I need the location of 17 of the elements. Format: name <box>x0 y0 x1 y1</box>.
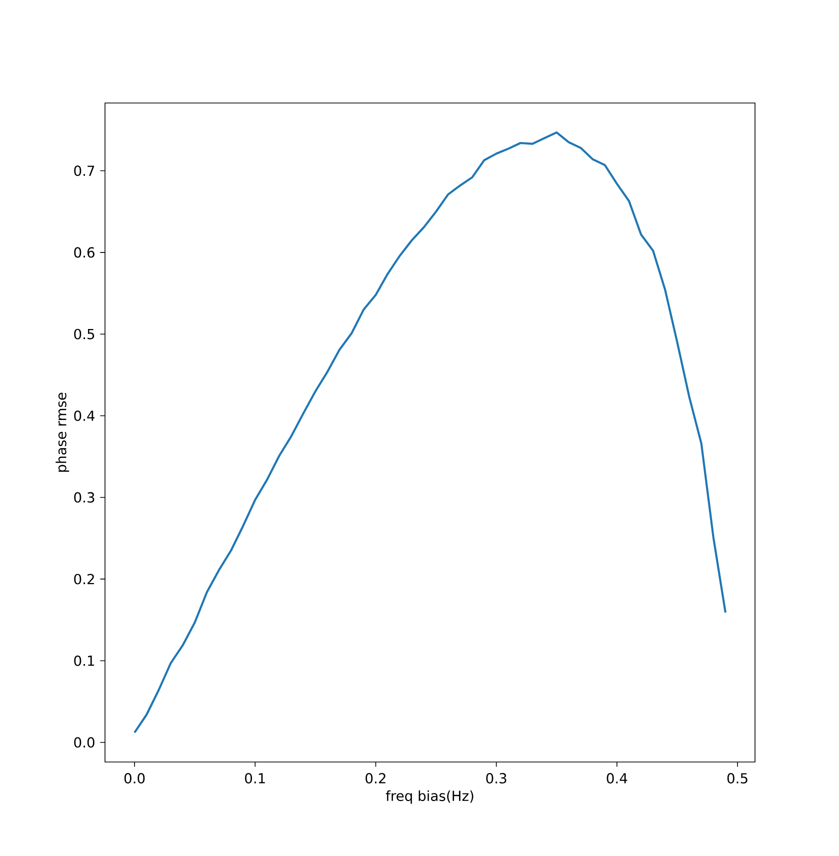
line-series <box>134 131 726 734</box>
x-axis-title: freq bias(Hz) <box>386 790 474 804</box>
y-tick-label: 0.7 <box>74 166 94 176</box>
x-tick-label: 0.3 <box>486 773 506 784</box>
y-axis-title: phase rmse <box>56 392 70 472</box>
x-tick-label: 0.2 <box>366 773 386 784</box>
y-tick-label: 0.1 <box>74 655 94 666</box>
x-tick-label: 0.4 <box>606 773 628 784</box>
x-tick-label: 0.5 <box>727 773 748 784</box>
x-tick-label: 0.0 <box>124 773 145 784</box>
y-tick-label: 0.4 <box>74 410 95 421</box>
y-tick-label: 0.2 <box>74 574 94 584</box>
y-tick-label: 0.6 <box>74 247 94 258</box>
y-tick-label: 0.5 <box>74 328 94 340</box>
x-tick-label: 0.1 <box>245 773 265 784</box>
y-tick-label: 0.3 <box>74 492 94 503</box>
y-tick-label: 0.0 <box>74 737 94 748</box>
